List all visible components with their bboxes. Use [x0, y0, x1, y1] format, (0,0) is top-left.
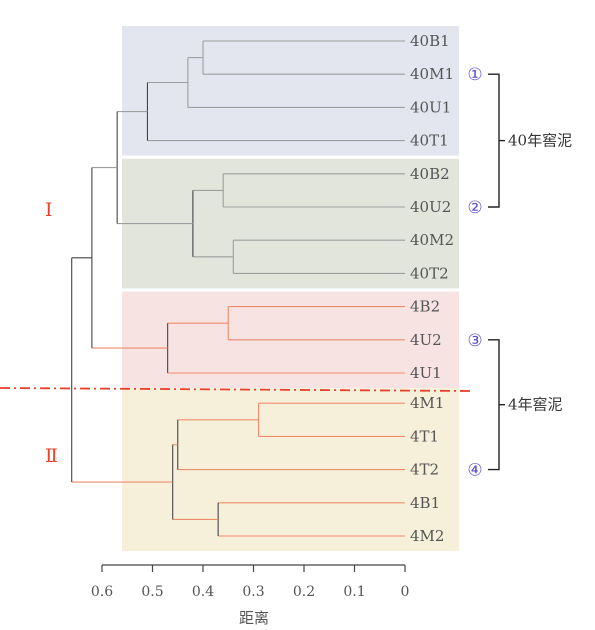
- leaf-label: 40T2: [410, 264, 449, 282]
- leaf-label: 40M2: [410, 231, 454, 249]
- cluster-marker-1: ①: [467, 65, 482, 85]
- group-bracket-1: [488, 73, 500, 208]
- x-tick-label: 0.4: [192, 584, 214, 600]
- leaf-label: 40M1: [410, 65, 454, 83]
- x-tick-label: 0: [401, 584, 410, 600]
- leaf-label: 4U2: [410, 331, 442, 349]
- cluster-box-1: [122, 26, 459, 156]
- group-label-2: 4年窖泥: [508, 396, 563, 414]
- leaf-label: 4B2: [410, 298, 440, 316]
- leaf-label: 4M2: [410, 527, 444, 545]
- leaf-label: 4B1: [410, 494, 440, 512]
- x-tick-label: 0.5: [141, 584, 163, 600]
- x-tick-label: 0.1: [343, 584, 365, 600]
- cut-line: [0, 387, 471, 392]
- x-tick-label: 0.2: [293, 584, 315, 600]
- division-label-1: Ⅰ: [45, 199, 53, 221]
- cluster-marker-2: ②: [467, 198, 482, 218]
- leaf-label: 40U2: [410, 198, 451, 216]
- leaf-label: 4T1: [410, 427, 439, 445]
- leaf-label: 40U1: [410, 98, 451, 116]
- leaf-label: 4U1: [410, 364, 442, 382]
- group-bracket-2: [488, 339, 500, 471]
- x-tick-label: 0.3: [242, 584, 264, 600]
- group-label-1: 40年窖泥: [508, 132, 572, 150]
- leaf-label: 4T2: [410, 461, 439, 479]
- leaf-label: 4M1: [410, 394, 444, 412]
- x-tick-label: 0.6: [91, 584, 113, 600]
- cluster-marker-3: ③: [467, 331, 482, 351]
- leaf-label: 40B2: [410, 165, 450, 183]
- cluster-marker-4: ④: [467, 461, 482, 481]
- division-label-2: Ⅱ: [45, 445, 58, 467]
- x-axis-title: 距离: [239, 609, 269, 627]
- leaf-label: 40T1: [410, 132, 449, 150]
- leaf-label: 40B1: [410, 32, 450, 50]
